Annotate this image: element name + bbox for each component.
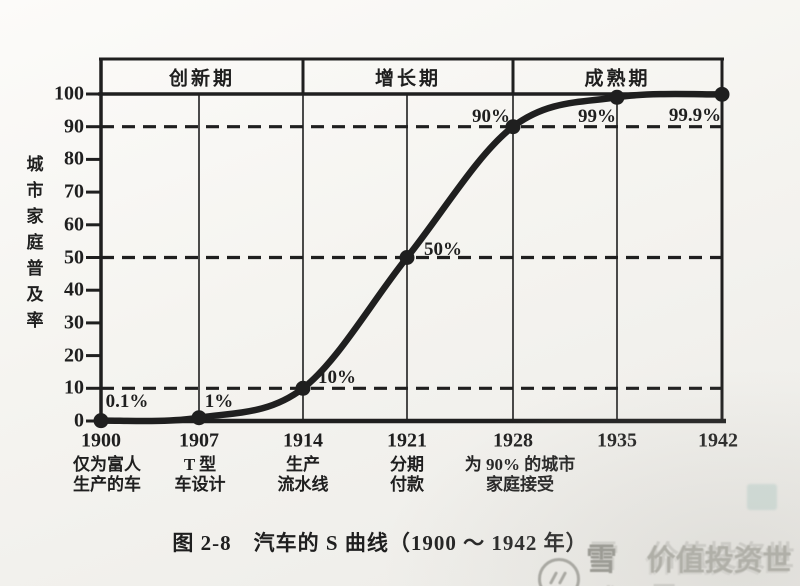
y-tick-label-50: 50 [64, 246, 84, 268]
x-tick-label-1907: 1907 [179, 429, 219, 452]
milestone-1921: 分期 付款 [390, 455, 424, 495]
y-tick-label-30: 30 [64, 311, 84, 334]
data-point-1928 [505, 119, 521, 135]
milestone-1907-line-1: T 型 [183, 455, 217, 474]
y-axis-title-char-3: 家 [26, 207, 44, 226]
data-point-1914 [295, 380, 311, 396]
milestone-1914-line-2: 流水线 [277, 475, 329, 494]
y-tick-label-70: 70 [64, 180, 84, 203]
phase-label-3: 成熟期 [584, 68, 651, 90]
point-label-99%: 99% [578, 106, 616, 128]
data-point-1907 [191, 410, 207, 426]
figure-caption: 图 2-8 汽车的 S 曲线（1900 ～ 1942 年） [172, 531, 588, 555]
data-point-1921 [399, 250, 415, 265]
x-tick-label-1928: 1928 [493, 429, 533, 452]
phase-label-2: 增长期 [374, 68, 442, 90]
milestone-1914-line-1: 生产 [286, 455, 320, 474]
point-label-10%: 10% [318, 367, 356, 389]
x-tick-label-1942: 1942 [698, 429, 738, 452]
x-tick-label-1900: 1900 [81, 429, 121, 452]
point-label-99.9%: 99.9% [668, 105, 722, 127]
y-tick-label-90: 90 [64, 115, 84, 138]
y-tick-label-20: 20 [64, 344, 84, 367]
point-label-1%: 1% [204, 390, 234, 412]
y-axis-title-char-2: 市 [26, 181, 44, 200]
y-tick-label-40: 40 [64, 278, 84, 301]
milestone-1928-line-2: 家庭接受 [486, 475, 554, 494]
y-axis-title-char-7: 率 [26, 311, 44, 330]
y-tick-label-0: 0 [74, 409, 84, 432]
milestone-1914: 生产 流水线 [278, 455, 329, 495]
point-label-90%: 90% [472, 105, 510, 127]
milestone-1900-line-2: 生产的车 [73, 475, 141, 494]
point-label-50%: 50% [424, 238, 462, 260]
scan-artifact [747, 484, 777, 510]
x-tick-label-1914: 1914 [283, 429, 323, 452]
data-point-1935 [609, 89, 625, 105]
y-axis-title-char-1: 城 [26, 155, 44, 174]
y-tick-label-100: 100 [54, 82, 84, 105]
point-label-0.1%: 0.1% [105, 390, 149, 412]
y-tick-label-80: 80 [64, 147, 84, 170]
milestone-1921-line-2: 付款 [390, 475, 424, 494]
y-tick-label-60: 60 [64, 213, 84, 236]
y-axis-title-char-5: 普 [26, 259, 44, 278]
y-tick-label-10: 10 [64, 376, 84, 399]
y-axis-title-char-4: 庭 [26, 233, 44, 252]
x-tick-label-1935: 1935 [597, 429, 637, 452]
phase-label-1: 创新期 [168, 68, 236, 90]
y-axis-title-char-6: 及 [26, 285, 44, 304]
data-point-1900 [93, 413, 109, 429]
x-tick-label-1921: 1921 [387, 429, 427, 452]
milestone-1907-line-2: 车设计 [174, 475, 226, 494]
milestone-1921-line-1: 分期 [390, 455, 424, 474]
milestone-1907: T 型车设计 [175, 455, 226, 495]
y-axis-title: 城市家庭普及率 [24, 150, 46, 331]
milestone-1900: 仅为富人 生产的车 [73, 455, 141, 495]
milestone-1928-line-1: 为 90% 的城市 [464, 455, 576, 474]
data-point-1942 [714, 86, 730, 102]
milestone-1928: 为 90% 的城市 家庭接受 [465, 455, 576, 495]
milestone-1900-line-1: 仅为富人 [73, 455, 141, 474]
